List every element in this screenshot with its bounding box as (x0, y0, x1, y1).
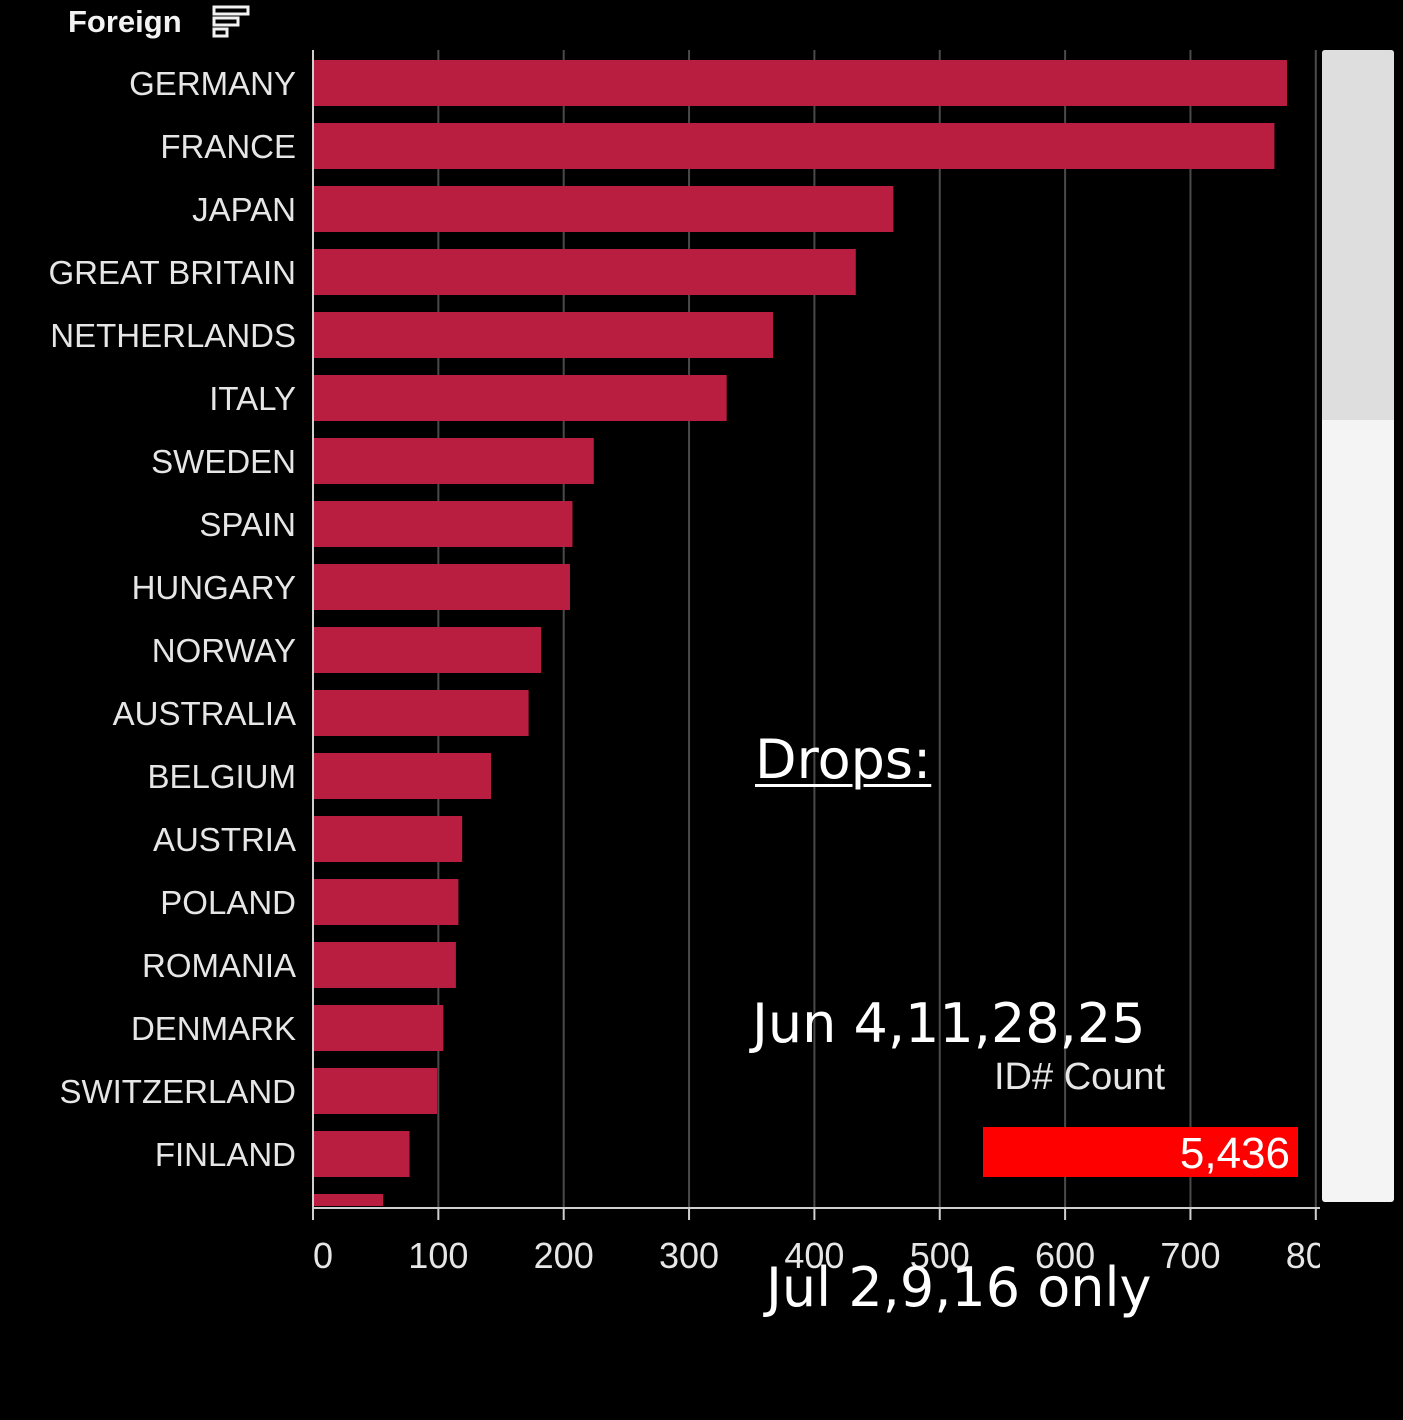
category-label: AUSTRALIA (113, 695, 296, 732)
category-labels: GERMANY FRANCE JAPAN GREAT BRITAIN NETHERLAN… (48, 50, 314, 1208)
category-label: SPAIN (199, 506, 296, 543)
annotation-line-july: Jul 2,9,16 only (766, 1256, 1152, 1319)
category-label: ROMANIA (142, 947, 296, 984)
category-label: FRANCE (160, 128, 296, 165)
category-label: JAPAN (192, 191, 296, 228)
bar-australia[interactable] (313, 690, 529, 736)
x-tick-label: 600 (1035, 1235, 1095, 1276)
bar-switzerland[interactable] (313, 1068, 438, 1114)
gridlines (437, 50, 1317, 1208)
category-label: HUNGARY (132, 569, 296, 606)
category-label: BELGIUM (147, 758, 296, 795)
category-label: SWEDEN (151, 443, 296, 480)
category-label: GREAT BRITAIN (48, 254, 296, 291)
bar-denmark[interactable] (313, 1005, 444, 1051)
x-tick-label: 100 (408, 1235, 468, 1276)
category-label: GERMANY (129, 65, 296, 102)
bar-austria[interactable] (313, 816, 463, 862)
sheet-title: Foreign (68, 4, 182, 39)
bar-finland[interactable] (313, 1131, 410, 1177)
x-tick-label: 200 (534, 1235, 594, 1276)
x-axis: 0 100 200 300 400 500 600 700 800 (312, 1207, 1346, 1276)
bar-chart: GERMANY FRANCE JAPAN GREAT BRITAIN NETHERLAN… (48, 50, 1346, 1276)
bar-partial-next[interactable] (313, 1194, 384, 1206)
category-label: ITALY (209, 380, 296, 417)
legend-count-bar: 5,436 (983, 1127, 1298, 1178)
bar-poland[interactable] (313, 879, 459, 925)
scrollbar-thumb[interactable] (1322, 50, 1394, 420)
annotation-heading: Drops: (755, 728, 932, 791)
bar-netherlands[interactable] (313, 312, 774, 358)
category-label: FINLAND (155, 1136, 296, 1173)
x-tick-label: 700 (1160, 1235, 1220, 1276)
bar-belgium[interactable] (313, 753, 491, 799)
x-tick-label: 500 (910, 1235, 970, 1276)
legend-title: ID# Count (994, 1056, 1166, 1098)
category-label: SWITZERLAND (59, 1073, 296, 1110)
bar-norway[interactable] (313, 627, 542, 673)
drops-annotation: Drops: Jun 4,11,28,25 Jul 2,9,16 only (752, 540, 1151, 1420)
legend-count-value: 5,436 (1179, 1129, 1290, 1178)
annotation-line-june: Jun 4,11,28,25 (752, 992, 1146, 1055)
x-tick-label: 800 (1286, 1235, 1346, 1276)
bar-france[interactable] (313, 123, 1275, 169)
x-tick-label: 400 (784, 1235, 844, 1276)
x-tick-label: 300 (659, 1235, 719, 1276)
bar-great-britain[interactable] (313, 249, 856, 295)
category-label: DENMARK (131, 1010, 296, 1047)
sort-descending-icon[interactable] (211, 4, 251, 44)
category-label: POLAND (160, 884, 296, 921)
bar-sweden[interactable] (313, 438, 594, 484)
bars (313, 60, 1287, 1206)
vertical-scrollbar[interactable] (1322, 50, 1394, 1202)
category-label: NETHERLANDS (50, 317, 296, 354)
bar-japan[interactable] (313, 186, 894, 232)
bar-hungary[interactable] (313, 564, 570, 610)
bar-italy[interactable] (313, 375, 727, 421)
x-tick-label: 0 (313, 1235, 333, 1276)
bar-spain[interactable] (313, 501, 573, 547)
category-label: NORWAY (152, 632, 296, 669)
bar-germany[interactable] (313, 60, 1287, 106)
bar-romania[interactable] (313, 942, 456, 988)
category-label: AUSTRIA (153, 821, 296, 858)
